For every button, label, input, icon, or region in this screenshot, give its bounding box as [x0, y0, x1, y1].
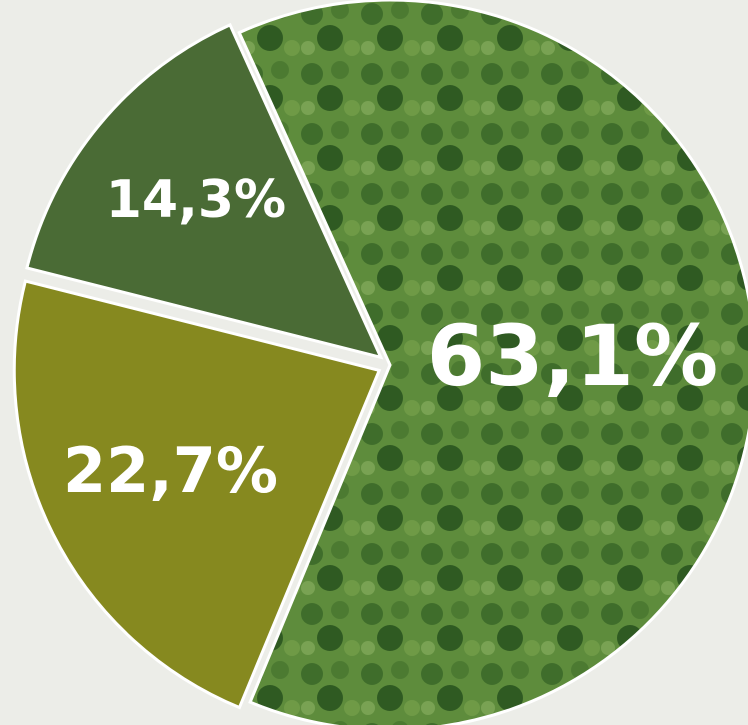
- value-label: 22,7%: [63, 434, 278, 507]
- pie: 63,1% 22,7% 14,3%: [12, 0, 748, 725]
- pie-slice: [237, 0, 748, 725]
- value-label: 14,3%: [106, 170, 286, 230]
- pie-slice: [12, 279, 382, 710]
- value-label: 63,1%: [427, 307, 718, 405]
- pie-slice: [25, 22, 384, 360]
